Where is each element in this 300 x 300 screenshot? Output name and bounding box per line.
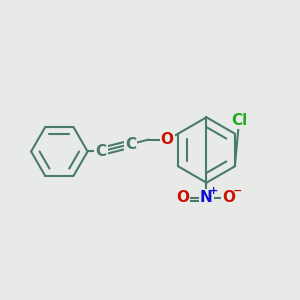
- Text: C: C: [125, 136, 136, 152]
- Text: +: +: [208, 186, 217, 196]
- Text: O: O: [222, 190, 235, 205]
- Text: N: N: [200, 190, 213, 205]
- Text: O: O: [161, 132, 174, 147]
- Text: −: −: [232, 186, 242, 196]
- Text: O: O: [176, 190, 189, 205]
- Text: Cl: Cl: [231, 113, 247, 128]
- Text: C: C: [95, 144, 106, 159]
